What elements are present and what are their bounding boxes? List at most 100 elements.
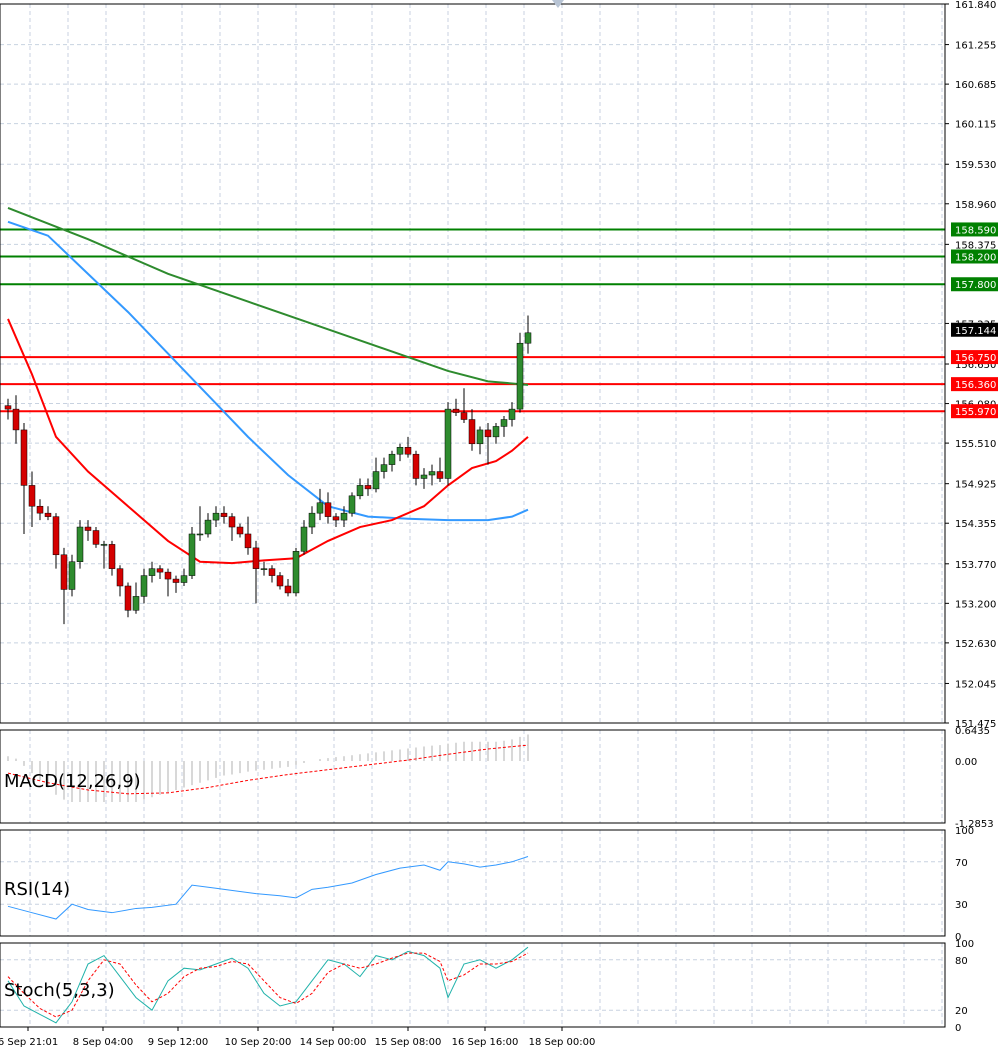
price-tick-label: 153.770	[955, 560, 996, 571]
current-price-tag	[951, 322, 998, 337]
panel-border	[0, 3, 946, 724]
candle-body[interactable]	[340, 512, 348, 521]
macd-signal-line	[7, 744, 529, 795]
level-tag-label: 158.590	[955, 225, 996, 236]
candle-body[interactable]	[84, 526, 92, 531]
candle-body[interactable]	[412, 453, 420, 479]
time-tick-label: 10 Sep 20:00	[225, 1037, 292, 1048]
stoch-signal-line	[7, 952, 529, 1018]
candle-body[interactable]	[252, 547, 260, 569]
candle-body[interactable]	[324, 502, 332, 517]
stoch-tick-label: 0	[955, 1023, 961, 1034]
candle-body[interactable]	[172, 578, 180, 583]
candle-body[interactable]	[196, 533, 204, 536]
candle-body[interactable]	[276, 575, 284, 587]
candle-body[interactable]	[300, 526, 308, 552]
candle-body[interactable]	[164, 571, 172, 580]
level-tag	[951, 249, 998, 264]
candle-body[interactable]	[476, 429, 484, 445]
candle-body[interactable]	[140, 575, 148, 597]
candle-body[interactable]	[108, 544, 116, 569]
stoch-label: Stoch(5,3,3)	[4, 980, 115, 1001]
price-tick-label: 155.510	[955, 439, 996, 450]
candle-body[interactable]	[52, 516, 60, 556]
candle-body[interactable]	[428, 471, 436, 476]
candle-body[interactable]	[444, 408, 452, 479]
candle-body[interactable]	[364, 485, 372, 490]
candle-body[interactable]	[100, 544, 108, 546]
candle-body[interactable]	[316, 502, 324, 514]
candle-body[interactable]	[116, 568, 124, 587]
candle-body[interactable]	[492, 426, 500, 438]
candle-body[interactable]	[468, 419, 476, 445]
price-tick-label: 151.475	[955, 719, 996, 730]
candle-body[interactable]	[220, 512, 228, 517]
chart-shift-marker[interactable]	[552, 0, 564, 8]
candle-body[interactable]	[68, 561, 76, 590]
rsi-tick-label: 0	[955, 932, 961, 943]
candle-body[interactable]	[516, 342, 524, 410]
time-tick-label: 15 Sep 08:00	[375, 1037, 442, 1048]
rsi-tick-label: 70	[955, 858, 968, 869]
candle-body[interactable]	[228, 516, 236, 528]
candle-body[interactable]	[452, 408, 460, 413]
stoch-panel[interactable]	[0, 946, 945, 1024]
candle-body[interactable]	[396, 447, 404, 455]
candle-body[interactable]	[204, 519, 212, 535]
candle-body[interactable]	[76, 526, 84, 562]
candle-body[interactable]	[92, 530, 100, 545]
candle-body[interactable]	[284, 585, 292, 594]
candle-body[interactable]	[420, 474, 428, 479]
moving-average-line	[7, 207, 529, 386]
candle-body[interactable]	[60, 554, 68, 590]
candle-body[interactable]	[28, 485, 36, 507]
price-tick-label: 152.630	[955, 639, 996, 650]
candle-body[interactable]	[380, 464, 388, 472]
candle-body[interactable]	[268, 568, 276, 576]
candle-body[interactable]	[212, 512, 220, 521]
candle-body[interactable]	[388, 453, 396, 465]
rsi-panel[interactable]	[0, 856, 945, 920]
candle-body[interactable]	[180, 575, 188, 583]
candle-body[interactable]	[508, 408, 516, 420]
macd-panel[interactable]	[7, 734, 529, 803]
candle-body[interactable]	[156, 568, 164, 573]
candle-body[interactable]	[484, 429, 492, 438]
candle-body[interactable]	[292, 551, 300, 594]
candle-body[interactable]	[44, 512, 52, 517]
level-tag	[951, 222, 998, 237]
candle-body[interactable]	[332, 516, 340, 521]
candle-body[interactable]	[244, 533, 252, 549]
time-tick-label: 14 Sep 00:00	[300, 1037, 367, 1048]
candle-body[interactable]	[500, 419, 508, 427]
price-tick-label: 160.685	[955, 80, 996, 91]
level-tag-label: 156.360	[955, 380, 996, 391]
price-tick-label: 158.375	[955, 240, 996, 251]
candle-body[interactable]	[308, 512, 316, 528]
candle-body[interactable]	[12, 408, 20, 431]
candle-body[interactable]	[36, 505, 44, 514]
candle-body[interactable]	[132, 596, 140, 611]
candle-body[interactable]	[4, 405, 12, 410]
price-tick-label: 160.115	[955, 120, 996, 131]
price-tick-label: 156.650	[955, 360, 996, 371]
candle-body[interactable]	[260, 568, 268, 570]
candle-body[interactable]	[372, 471, 380, 490]
candle-body[interactable]	[460, 412, 468, 420]
candle-body[interactable]	[236, 526, 244, 535]
candle-body[interactable]	[148, 568, 156, 576]
candle-body[interactable]	[524, 332, 532, 344]
candle-body[interactable]	[20, 429, 28, 486]
candle-body[interactable]	[124, 585, 132, 611]
candle-body[interactable]	[404, 447, 412, 455]
price-tick-label: 152.045	[955, 679, 996, 690]
rsi-label: RSI(14)	[4, 879, 70, 900]
candle-body[interactable]	[356, 485, 364, 497]
price-panel[interactable]	[0, 207, 945, 625]
candle-body[interactable]	[436, 471, 444, 479]
candle-body[interactable]	[188, 533, 196, 576]
candle-body[interactable]	[348, 495, 356, 514]
time-tick-label: 8 Sep 04:00	[73, 1037, 133, 1048]
